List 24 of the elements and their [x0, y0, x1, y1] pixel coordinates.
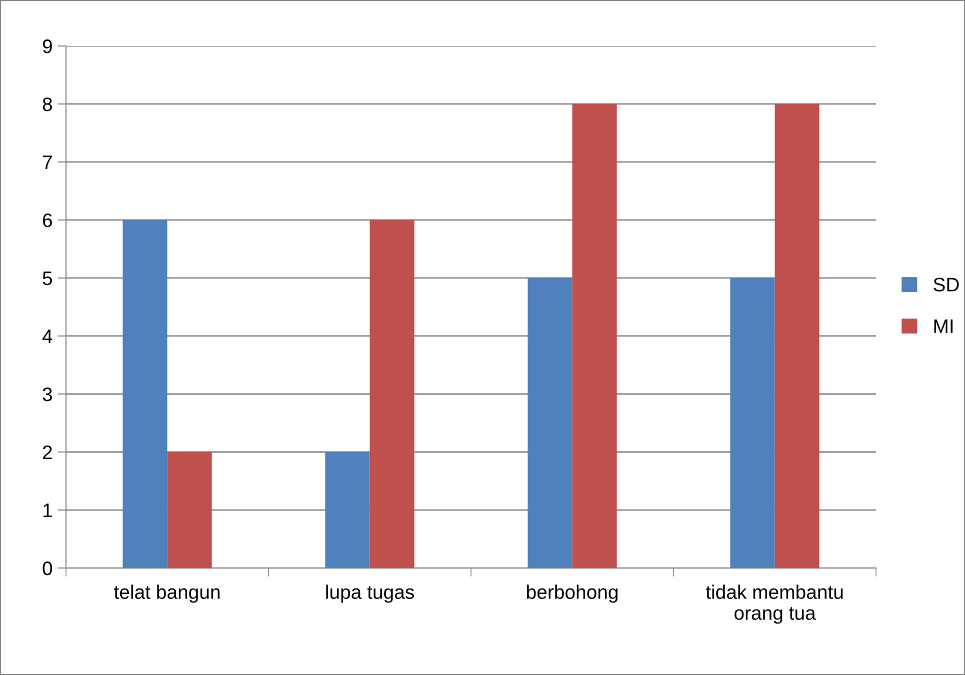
legend-label: MI — [934, 319, 953, 333]
bar — [370, 220, 414, 568]
y-tick-label: 8 — [42, 97, 52, 112]
bar — [167, 452, 212, 568]
legend-label: SD — [934, 278, 959, 292]
x-tick-label: berbohong — [527, 584, 618, 603]
bar — [122, 220, 168, 568]
x-tick-label: telat bangun — [114, 584, 220, 603]
bar — [572, 104, 617, 568]
y-tick-label: 5 — [42, 272, 52, 286]
bar — [730, 278, 775, 568]
y-tick-label: 9 — [42, 39, 52, 54]
y-tick-label: 3 — [42, 387, 52, 402]
y-tick-label: 4 — [42, 330, 52, 344]
x-tick-label: lupa tugas — [326, 584, 414, 603]
y-tick-label: 7 — [42, 156, 52, 170]
x-tick-label: tidak membantu orang tua — [706, 584, 843, 624]
y-tick-label: 6 — [42, 213, 52, 228]
bar — [528, 278, 572, 568]
y-tick-label: 1 — [43, 504, 52, 518]
bar — [774, 104, 820, 568]
y-tick-label: 0 — [42, 561, 52, 576]
y-tick-label: 2 — [42, 445, 52, 460]
bar — [325, 452, 370, 568]
